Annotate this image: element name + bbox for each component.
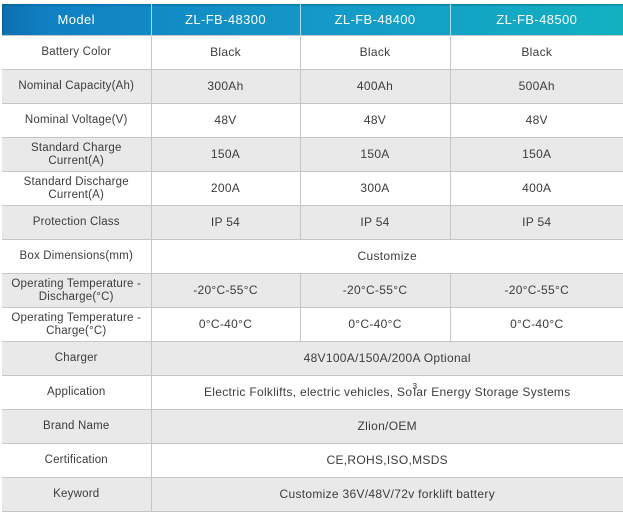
- table-row: Certification CE,ROHS,ISO,MSDS: [2, 443, 623, 478]
- spec-value: 48V: [150, 103, 301, 138]
- table-row: Operating Temperature -Discharge(°C) -20°…: [2, 273, 623, 308]
- spec-value: 400A: [449, 171, 623, 206]
- table-row: Brand Name Zlion/OEM: [2, 409, 623, 444]
- table-row: Protection Class IP 54 IP 54 IP 54: [2, 205, 623, 240]
- table-row: Battery Color Black Black Black: [2, 35, 623, 70]
- table-row: Standard Charge Current(A) 150A 150A 150A: [2, 137, 623, 172]
- row-label: Standard Discharge Current(A): [2, 171, 152, 206]
- spec-value: 200A: [150, 171, 301, 206]
- header-model-label: Model: [2, 4, 151, 36]
- row-label: Brand Name: [2, 409, 152, 444]
- spec-value: IP 54: [299, 205, 451, 240]
- row-label: Operating Temperature -Charge(°C): [2, 307, 152, 342]
- spec-value: Black: [150, 35, 301, 70]
- row-label: Standard Charge Current(A): [2, 137, 152, 172]
- table-row: Application Electric Folklifts, electric …: [2, 375, 623, 410]
- battery-spec-table: Model ZL-FB-48300 ZL-FB-48400 ZL-FB-4850…: [2, 4, 623, 512]
- table-row: Box Dimensions(mm) Customize: [2, 239, 623, 274]
- row-label: Operating Temperature -Discharge(°C): [2, 273, 152, 308]
- spec-value: -20°C-55°C: [299, 273, 451, 308]
- spec-value-merged: Customize 36V/48V/72v forklift battery: [150, 477, 623, 512]
- header-model-1: ZL-FB-48300: [150, 4, 300, 36]
- row-label: Box Dimensions(mm): [2, 239, 152, 274]
- spec-value: 0°C-40°C: [150, 307, 301, 342]
- row-label: Nominal Capacity(Ah): [2, 69, 152, 104]
- spec-value: 300A: [299, 171, 451, 206]
- header-row: Model ZL-FB-48300 ZL-FB-48400 ZL-FB-4850…: [2, 4, 623, 36]
- superscript-artifact: 3: [412, 381, 418, 391]
- spec-value-merged: CE,ROHS,ISO,MSDS: [150, 443, 623, 478]
- spec-value: -20°C-55°C: [150, 273, 301, 308]
- table-row: Standard Discharge Current(A) 200A 300A 400…: [2, 171, 623, 206]
- row-label: Nominal Voltage(V): [2, 103, 152, 138]
- spec-value: IP 54: [449, 205, 623, 240]
- spec-value: 400Ah: [299, 69, 451, 104]
- spec-value-merged: Zlion/OEM: [150, 409, 623, 444]
- spec-value: 48V: [449, 103, 623, 138]
- row-label: Battery Color: [2, 35, 152, 70]
- table-row: Charger 48V100A/150A/200A Optional: [2, 341, 623, 376]
- row-label: Charger: [2, 341, 152, 376]
- spec-value: 150A: [449, 137, 623, 172]
- table-row: Nominal Voltage(V) 48V 48V 48V: [2, 103, 623, 138]
- spec-value: 300Ah: [150, 69, 301, 104]
- row-label: Application: [2, 375, 152, 410]
- spec-table-header: Model ZL-FB-48300 ZL-FB-48400 ZL-FB-4850…: [2, 4, 623, 36]
- row-label: Protection Class: [2, 205, 152, 240]
- spec-value-merged: Customize: [150, 239, 623, 274]
- spec-value: 48V: [299, 103, 451, 138]
- spec-value: 150A: [150, 137, 301, 172]
- header-model-3: ZL-FB-48500: [449, 4, 623, 36]
- table-row: Keyword Customize 36V/48V/72v forklift ba…: [2, 477, 623, 512]
- spec-value: 0°C-40°C: [449, 307, 623, 342]
- spec-value: -20°C-55°C: [449, 273, 623, 308]
- row-label: Keyword: [2, 477, 152, 512]
- spec-table-body: Battery Color Black Black Black Nominal Capa…: [2, 35, 623, 512]
- spec-value-merged: Electric Folklifts, electric vehicles, S…: [150, 375, 623, 410]
- table-row: Operating Temperature -Charge(°C) 0°C-40°…: [2, 307, 623, 342]
- row-label: Certification: [2, 443, 152, 478]
- spec-value-merged: 48V100A/150A/200A Optional: [150, 341, 623, 376]
- spec-value: Black: [299, 35, 451, 70]
- spec-value: 150A: [299, 137, 451, 172]
- spec-value: Black: [449, 35, 623, 70]
- table-row: Nominal Capacity(Ah) 300Ah 400Ah 500Ah: [2, 69, 623, 104]
- spec-value: 0°C-40°C: [299, 307, 451, 342]
- spec-value: 500Ah: [449, 69, 623, 104]
- spec-value: IP 54: [150, 205, 301, 240]
- header-model-2: ZL-FB-48400: [299, 4, 450, 36]
